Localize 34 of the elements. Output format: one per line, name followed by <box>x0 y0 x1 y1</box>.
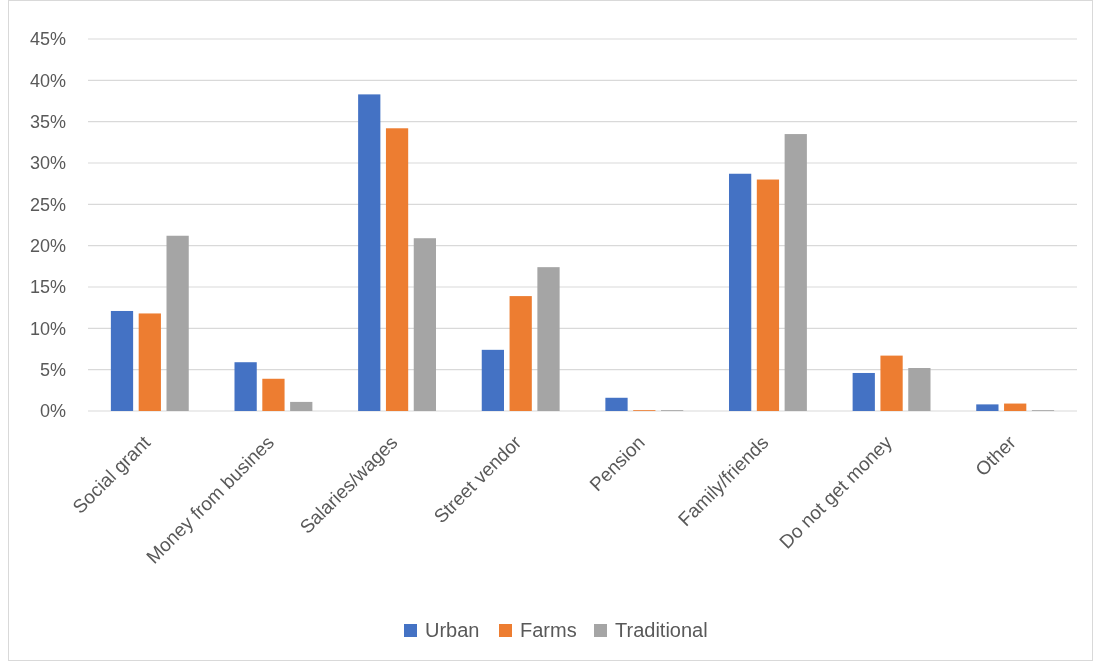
legend-label: Urban <box>425 619 480 641</box>
bar <box>976 404 999 411</box>
legend-label: Traditional <box>615 619 708 641</box>
bar <box>262 378 285 411</box>
bar <box>385 128 409 411</box>
bar <box>537 267 560 411</box>
bar <box>729 173 752 411</box>
y-tick-label: 25% <box>29 194 66 215</box>
bar <box>908 368 931 411</box>
y-tick-label: 35% <box>29 111 66 132</box>
bar <box>1004 403 1027 411</box>
legend-label: Farms <box>520 619 577 641</box>
bar <box>290 401 313 411</box>
y-tick-label: 40% <box>29 70 66 91</box>
bar <box>509 296 532 411</box>
bar <box>481 349 504 411</box>
bar <box>756 179 780 411</box>
y-tick-label: 30% <box>29 153 66 174</box>
bar <box>358 94 381 411</box>
bar <box>110 310 134 411</box>
y-tick-label: 0% <box>39 401 66 422</box>
y-tick-label: 45% <box>29 29 66 50</box>
bar <box>852 372 875 411</box>
y-tick-label: 10% <box>29 318 66 339</box>
bar <box>166 235 189 411</box>
bar <box>605 397 628 411</box>
y-tick-label: 5% <box>39 359 66 380</box>
bar <box>880 355 903 411</box>
y-tick-label: 15% <box>29 277 66 298</box>
y-tick-label: 20% <box>29 235 66 256</box>
bar <box>138 313 161 411</box>
bar <box>234 362 257 411</box>
bar <box>784 134 807 411</box>
bar <box>413 238 436 411</box>
